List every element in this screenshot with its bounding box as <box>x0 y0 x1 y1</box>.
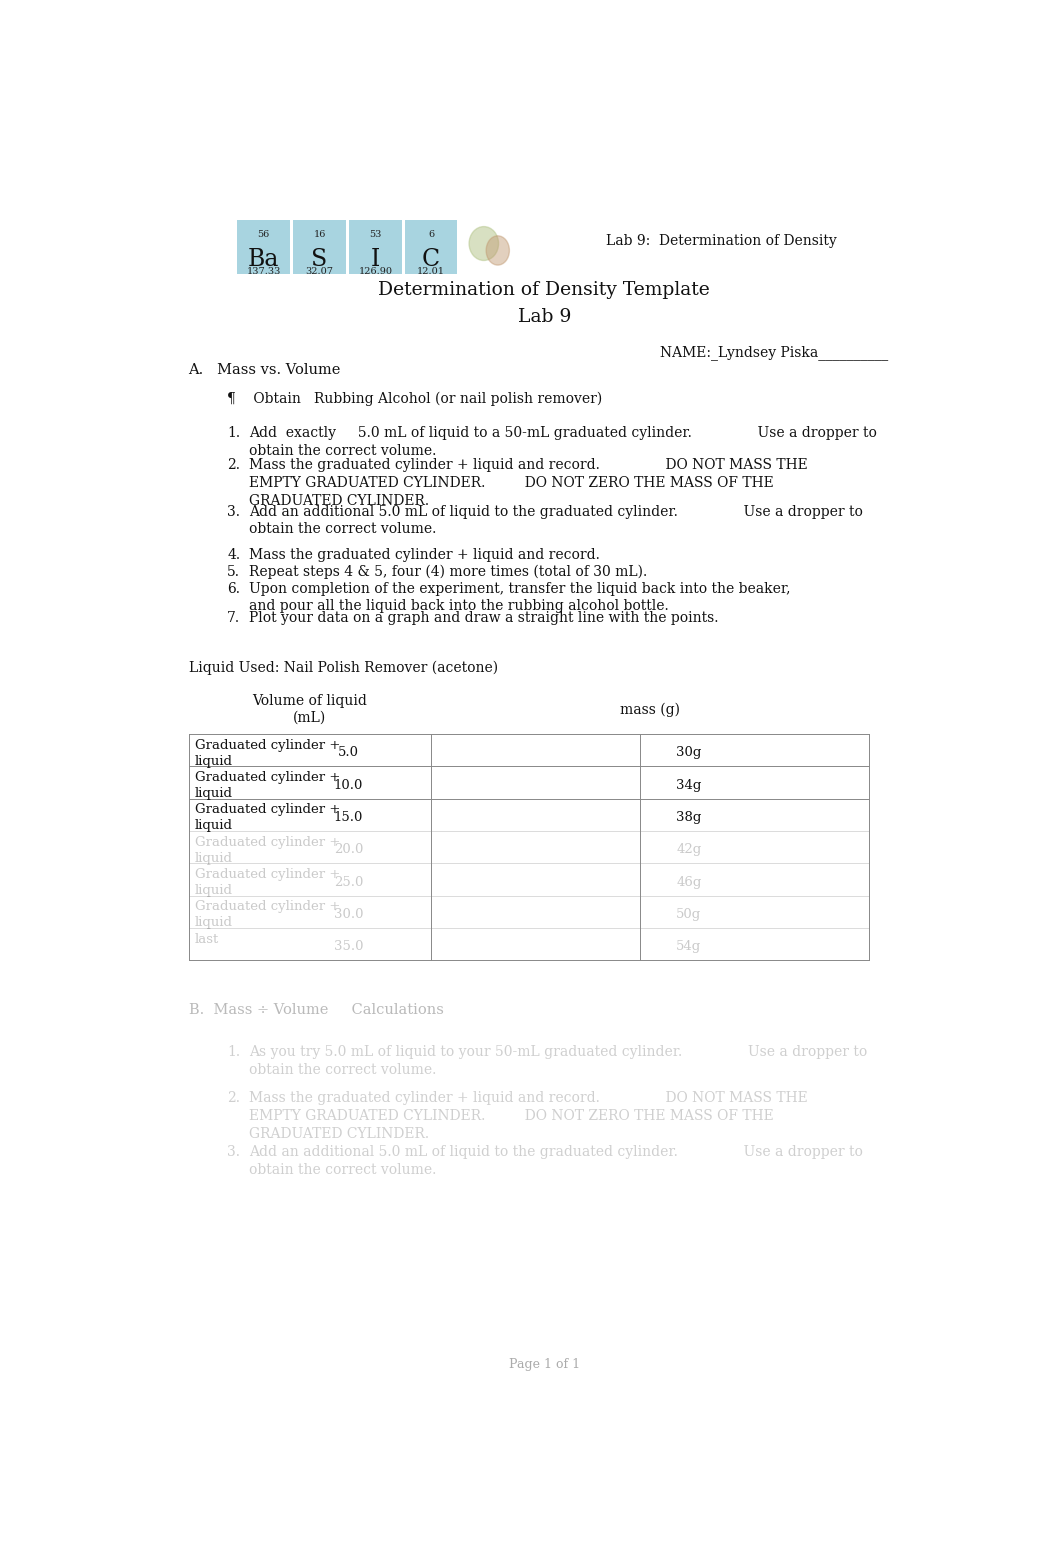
Text: 15.0: 15.0 <box>333 812 363 824</box>
Text: 46g: 46g <box>676 876 702 888</box>
Text: (mL): (mL) <box>293 710 326 724</box>
Text: Mass the graduated cylinder + liquid and record.               DO NOT MASS THE
E: Mass the graduated cylinder + liquid and… <box>249 1091 808 1141</box>
Text: Lab 9:  Determination of Density: Lab 9: Determination of Density <box>605 234 836 248</box>
Text: 3.: 3. <box>227 504 240 518</box>
Text: 4.: 4. <box>227 548 240 562</box>
Text: Page 1 of 1: Page 1 of 1 <box>509 1358 580 1371</box>
Text: 5.: 5. <box>227 565 240 579</box>
Text: Lab 9: Lab 9 <box>517 308 571 326</box>
Ellipse shape <box>486 236 510 265</box>
Text: 42g: 42g <box>676 843 701 857</box>
Text: Graduated cylinder +
liquid: Graduated cylinder + liquid <box>194 738 340 768</box>
Text: Add an additional 5.0 mL of liquid to the graduated cylinder.               Use : Add an additional 5.0 mL of liquid to th… <box>249 1146 862 1177</box>
Text: 3.: 3. <box>227 1146 240 1160</box>
Text: mass (g): mass (g) <box>620 702 680 716</box>
Text: 32.07: 32.07 <box>306 267 333 276</box>
Text: 10.0: 10.0 <box>333 779 363 791</box>
Text: Ba: Ba <box>249 248 279 272</box>
Text: Mass the graduated cylinder + liquid and record.               DO NOT MASS THE
E: Mass the graduated cylinder + liquid and… <box>249 459 808 507</box>
Text: 54g: 54g <box>676 940 701 954</box>
Bar <box>405 220 458 273</box>
Text: Repeat steps 4 & 5, four (4) more times (total of 30 mL).: Repeat steps 4 & 5, four (4) more times … <box>249 565 647 579</box>
Text: Mass the graduated cylinder + liquid and record.: Mass the graduated cylinder + liquid and… <box>249 548 600 562</box>
Text: 30g: 30g <box>676 746 702 759</box>
Text: 1.: 1. <box>227 1046 240 1058</box>
Text: last: last <box>194 932 219 946</box>
Text: Graduated cylinder +
liquid: Graduated cylinder + liquid <box>194 804 340 832</box>
Text: ¶    Obtain   Rubbing Alcohol (or nail polish remover): ¶ Obtain Rubbing Alcohol (or nail polish… <box>227 392 602 406</box>
Text: 137.33: 137.33 <box>246 267 281 276</box>
Text: 35.0: 35.0 <box>333 940 363 954</box>
Bar <box>293 220 346 273</box>
Text: S: S <box>311 248 328 272</box>
Ellipse shape <box>469 226 498 261</box>
Text: 6: 6 <box>428 229 434 239</box>
Text: 12.01: 12.01 <box>417 267 445 276</box>
Text: 53: 53 <box>370 229 381 239</box>
Text: Determination of Density Template: Determination of Density Template <box>378 281 710 300</box>
Text: 30.0: 30.0 <box>333 909 363 921</box>
Text: Volume of liquid: Volume of liquid <box>253 695 367 709</box>
Text: Graduated cylinder +
liquid: Graduated cylinder + liquid <box>194 835 340 865</box>
Text: 16: 16 <box>313 229 326 239</box>
Text: 2.: 2. <box>227 459 240 473</box>
Text: 25.0: 25.0 <box>333 876 363 888</box>
Text: 6.: 6. <box>227 582 240 596</box>
Text: 7.: 7. <box>227 610 240 624</box>
Bar <box>349 220 401 273</box>
Text: 34g: 34g <box>676 779 702 791</box>
Text: B.  Mass ÷ Volume     Calculations: B. Mass ÷ Volume Calculations <box>189 1002 444 1016</box>
Text: Plot your data on a graph and draw a straight line with the points.: Plot your data on a graph and draw a str… <box>249 610 719 624</box>
Text: Upon completion of the experiment, transfer the liquid back into the beaker,
and: Upon completion of the experiment, trans… <box>249 582 790 613</box>
Text: Graduated cylinder +
liquid: Graduated cylinder + liquid <box>194 771 340 799</box>
Text: 20.0: 20.0 <box>333 843 363 857</box>
Text: 2.: 2. <box>227 1091 240 1105</box>
Text: C: C <box>422 248 440 272</box>
Text: I: I <box>371 248 380 272</box>
Bar <box>238 220 290 273</box>
Text: As you try 5.0 mL of liquid to your 50-mL graduated cylinder.               Use : As you try 5.0 mL of liquid to your 50-m… <box>249 1046 868 1077</box>
Text: Graduated cylinder +
liquid: Graduated cylinder + liquid <box>194 901 340 929</box>
Text: 5.0: 5.0 <box>338 746 359 759</box>
Text: Add an additional 5.0 mL of liquid to the graduated cylinder.               Use : Add an additional 5.0 mL of liquid to th… <box>249 504 862 537</box>
Text: 50g: 50g <box>676 909 701 921</box>
Text: Add  exactly     5.0 mL of liquid to a 50-mL graduated cylinder.               U: Add exactly 5.0 mL of liquid to a 50-mL … <box>249 426 877 457</box>
Text: Liquid Used: Nail Polish Remover (acetone): Liquid Used: Nail Polish Remover (aceton… <box>189 660 498 676</box>
Text: 38g: 38g <box>676 812 702 824</box>
Text: A.   Mass vs. Volume: A. Mass vs. Volume <box>189 362 341 376</box>
Text: 1.: 1. <box>227 426 240 440</box>
Text: 126.90: 126.90 <box>358 267 392 276</box>
Text: Graduated cylinder +
liquid: Graduated cylinder + liquid <box>194 868 340 898</box>
Text: 56: 56 <box>258 229 270 239</box>
Text: NAME:_Lyndsey Piska__________: NAME:_Lyndsey Piska__________ <box>661 345 889 361</box>
